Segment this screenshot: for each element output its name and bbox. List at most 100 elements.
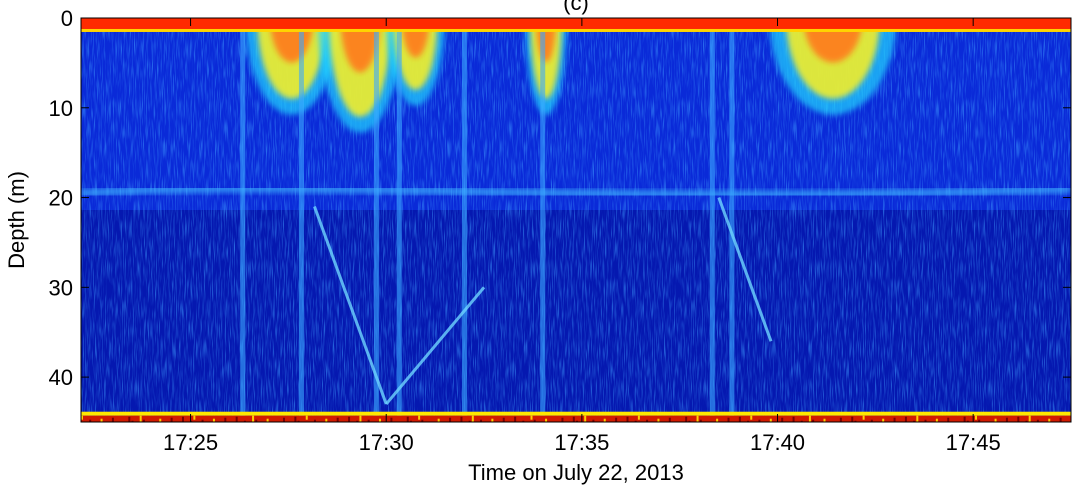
seabed-speckle [255,419,258,422]
seabed-speckle [1005,417,1008,422]
seabed-speckle [201,419,204,422]
seabed-speckle [800,420,803,422]
seabed-speckle [584,415,587,422]
seabed-speckle [823,418,826,422]
seabed-speckle [781,417,784,422]
seabed-speckle [190,420,193,422]
seabed-speckle [243,420,246,422]
seabed-speckle [688,420,691,422]
seabed-speckle [170,417,173,422]
seabed-speckle [297,420,300,422]
seabed-speckle [1025,420,1028,422]
seabed-speckle [283,417,285,422]
seabed-speckle [963,416,966,422]
seabed-speckle [367,419,370,422]
seabed-speckle [305,415,308,420]
seabed-speckle [696,415,699,422]
seabed-speckle [966,420,969,422]
seabed-speckle [874,424,876,430]
seabed-speckle [182,416,184,422]
seabed-speckle [109,423,111,431]
seabed-speckle [510,421,513,422]
backscatter-texture [81,18,1071,422]
seabed-speckle [530,415,533,420]
seabed-speckle [522,420,525,422]
seabed-speckle [685,416,688,422]
seabed-speckle [221,423,223,431]
seabed-speckle [89,419,92,422]
seabed-speckle [1036,419,1039,422]
seabed-echo [81,415,1071,422]
seabed-speckle [500,423,502,428]
seabed-speckle [637,415,640,420]
seabed-speckle [832,423,834,428]
seabed-speckle [441,423,443,431]
x-axis-ticks: 17:25 17:30 17:35 17:40 17:45 [163,18,1001,455]
seabed-speckle [142,419,145,422]
seabed-speckle [294,416,297,422]
seabed-speckle [406,416,409,422]
seabed-speckle [212,418,215,422]
vertical-streak [540,28,546,422]
echo-features [81,18,1071,431]
seabed-speckle [359,415,362,422]
seabed-speckle [924,419,927,422]
vertical-streak [709,28,715,422]
seabed-speckle [266,418,269,422]
seabed-speckle [286,421,289,422]
y-axis-label: Depth (m) [4,171,29,269]
seabed-speckle [747,420,750,422]
seabed-speckle [730,421,733,422]
seabed-speckle [97,424,99,430]
seabed-speckle [173,421,176,422]
y-tick-label: 0 [61,6,73,31]
seabed-speckle [491,418,494,422]
vertical-streak [729,28,735,422]
seabed-speckle [480,419,482,422]
seabed-speckle [329,423,331,431]
diagonal-track [313,206,388,405]
seabed-speckle [758,419,761,422]
seabed-speckle [533,419,536,422]
seabed-speckle [252,415,255,422]
seabed-speckle [409,420,412,422]
seabed-speckle [843,421,846,422]
seabed-speckle [808,415,811,422]
seabed-speckle [762,424,764,430]
seabed-speckle [935,418,938,422]
seabed-speckle [592,419,595,422]
seabed-speckle [1056,423,1058,428]
seabed-speckle [545,418,548,422]
seabed-speckle [325,418,328,422]
seabed-speckle [657,418,660,422]
x-tick-label: 17:30 [359,430,414,455]
seabed-speckle [100,418,103,422]
y-tick-label: 20 [49,186,73,211]
seabed-speckle [139,415,142,422]
seabed-speckle [885,423,887,431]
seabed-speckle [348,416,351,422]
surface-band-edge [81,28,1071,32]
diagonal-track [717,197,773,342]
x-tick-label: 17:35 [554,430,609,455]
seabed-speckle [317,424,319,430]
x-axis-label: Time on July 22, 2013 [468,460,684,485]
plot-frame [80,17,1072,423]
seabed-speckle [572,416,575,422]
seabed-speckle [654,424,656,430]
seabed-speckle [615,417,618,422]
y-tick-label: 30 [49,275,73,300]
seabed-speckle [634,420,637,422]
seabed-speckle [975,415,977,420]
seabed-speckle [131,420,134,422]
seabed-speckle [623,421,626,422]
seabed-speckle [812,419,815,422]
x-tick-label: 17:25 [163,430,218,455]
x-tick-label: 17:45 [946,430,1001,455]
seabed-speckle [561,417,564,422]
seabed-speckle [947,417,950,422]
seabed-speckle [275,423,277,428]
seabed-speckle [862,415,865,420]
seabed-speckle [769,418,772,422]
seabed-speckle [870,419,873,422]
